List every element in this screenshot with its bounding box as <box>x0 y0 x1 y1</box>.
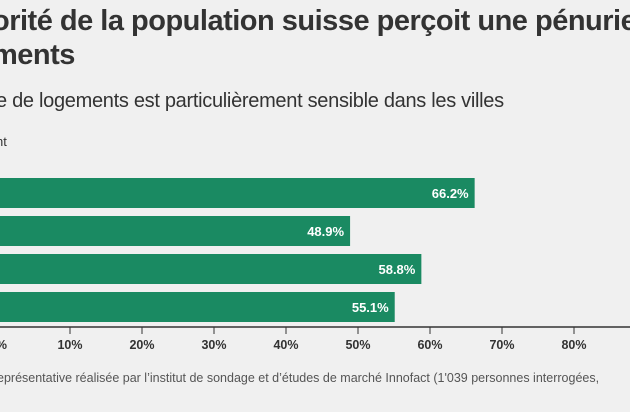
x-tick-label: 70% <box>489 338 514 352</box>
bar <box>0 216 351 246</box>
bar-value-label: 66.2% <box>432 186 469 201</box>
title-line-2: ments <box>0 39 75 71</box>
title-line-1: orité de la population suisse perçoit un… <box>0 5 630 37</box>
x-tick-label: 0% <box>0 338 7 352</box>
chart-title: orité de la population suisse perçoit un… <box>0 4 630 72</box>
x-tick-label: 30% <box>201 338 226 352</box>
bar <box>0 254 422 284</box>
x-tick-label: 50% <box>345 338 370 352</box>
x-tick-label: 20% <box>129 338 154 352</box>
bar <box>0 292 395 322</box>
x-tick-label: 10% <box>57 338 82 352</box>
bar-value-label: 48.9% <box>307 224 344 239</box>
x-tick-label: 80% <box>561 338 586 352</box>
bar-value-label: 58.8% <box>378 262 415 277</box>
x-tick-label: 60% <box>417 338 442 352</box>
bar-value-label: 55.1% <box>352 300 389 315</box>
chart-note: nt <box>0 134 7 149</box>
bar <box>0 178 475 208</box>
chart-subtitle: e de logements est particulièrement sens… <box>0 90 504 112</box>
x-tick-label: 40% <box>273 338 298 352</box>
source-note: eprésentative réalisée par l’institut de… <box>0 371 600 385</box>
